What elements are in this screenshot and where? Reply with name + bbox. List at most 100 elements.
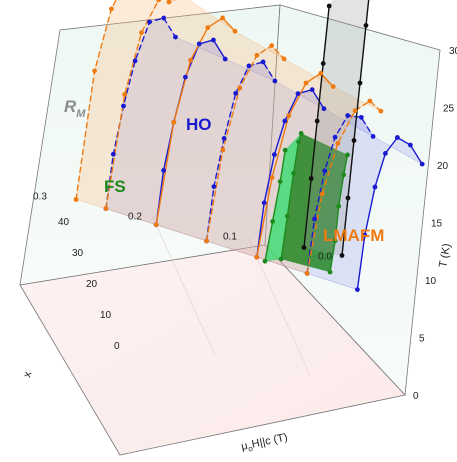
data-point-ho <box>197 42 202 47</box>
data-point-fs <box>283 148 288 153</box>
data-point-lmafm <box>255 53 260 58</box>
x-tick-label: 0.1 <box>223 232 237 243</box>
data-point-lmafm <box>220 16 225 21</box>
data-point-fs <box>285 214 290 219</box>
data-point-lmafm <box>233 29 238 34</box>
data-point-ho <box>322 168 327 173</box>
field-tick-label: 10 <box>100 310 112 321</box>
data-point-lmafm <box>104 206 109 211</box>
data-point-ho <box>359 115 364 120</box>
data-point-rm <box>352 138 357 143</box>
data-point-ho <box>233 91 238 96</box>
data-point-ho <box>161 16 166 21</box>
data-point-lmafm <box>368 99 373 104</box>
data-point-ho <box>183 75 188 80</box>
data-point-lmafm <box>154 222 159 227</box>
region-label-lmafm: LMAFM <box>323 226 384 245</box>
data-point-rm <box>346 196 351 201</box>
x-tick-label: 0.0 <box>318 252 332 263</box>
field-tick-label: 40 <box>58 217 70 228</box>
data-point-ho <box>111 152 116 157</box>
data-point-ho <box>121 104 126 109</box>
data-point-ho <box>371 134 376 139</box>
data-point-lmafm <box>204 239 209 244</box>
data-point-lmafm <box>304 81 309 86</box>
data-point-lmafm <box>254 255 259 260</box>
data-point-ho <box>173 35 178 40</box>
data-point-ho <box>273 79 278 84</box>
data-point-ho <box>147 20 152 25</box>
data-point-ho <box>383 151 388 156</box>
data-point-ho <box>420 162 425 167</box>
data-point-lmafm <box>92 68 97 73</box>
data-point-ho <box>322 106 327 111</box>
field-axis-title-rest: H||c (T) <box>251 431 289 450</box>
data-point-ho <box>282 119 287 124</box>
t-tick-label: 30 <box>449 46 457 57</box>
x-tick-label: 0.2 <box>128 212 142 223</box>
data-point-lmafm <box>305 271 310 276</box>
data-point-ho <box>272 152 277 157</box>
data-point-lmafm <box>336 141 341 146</box>
data-point-lmafm <box>74 197 79 202</box>
data-point-lmafm <box>331 84 336 89</box>
data-point-fs <box>345 153 350 158</box>
data-point-ho <box>212 184 217 189</box>
data-point-fs <box>299 131 304 136</box>
t-axis-title: T (K) <box>437 243 453 269</box>
data-point-rm <box>364 23 369 28</box>
data-point-lmafm <box>237 86 242 91</box>
data-point-fs <box>278 179 283 184</box>
x-axis-title: x <box>21 370 34 379</box>
data-point-fs <box>296 139 301 144</box>
data-point-rm <box>321 61 326 66</box>
data-point-fs <box>263 259 268 264</box>
data-point-ho <box>247 64 252 69</box>
region-label-fs: FS <box>104 177 126 196</box>
data-point-lmafm <box>122 92 127 97</box>
region-label-rm-sub: M <box>76 108 86 120</box>
data-point-fs <box>291 171 296 176</box>
data-point-lmafm <box>269 43 274 48</box>
data-point-lmafm <box>171 120 176 125</box>
data-point-lmafm <box>282 57 287 62</box>
data-point-ho <box>222 136 227 141</box>
t-tick-label: 25 <box>443 104 455 115</box>
field-axis-title: μoH||c (T) <box>240 431 289 454</box>
data-point-lmafm <box>221 148 226 153</box>
data-point-ho <box>395 135 400 140</box>
data-point-rm <box>358 81 363 86</box>
region-label-ho: HO <box>186 115 212 134</box>
data-point-ho <box>355 287 360 292</box>
data-point-lmafm <box>286 113 291 118</box>
data-point-rm <box>309 176 314 181</box>
data-point-fs <box>279 257 284 262</box>
data-point-rm <box>302 245 307 250</box>
data-point-ho <box>161 168 166 173</box>
data-point-ho <box>261 60 266 65</box>
data-point-ho <box>312 217 317 222</box>
data-point-rm <box>340 253 345 258</box>
data-point-ho <box>211 38 216 43</box>
data-point-ho <box>262 200 267 205</box>
data-point-ho <box>296 91 301 96</box>
field-tick-label: 0 <box>114 341 120 352</box>
t-tick-label: 0 <box>413 391 419 402</box>
data-point-ho <box>345 113 350 118</box>
data-point-fs <box>270 219 275 224</box>
t-tick-label: 15 <box>431 219 443 230</box>
t-tick-label: 20 <box>437 161 449 172</box>
field-tick-label: 20 <box>86 279 98 290</box>
data-point-ho <box>333 135 338 140</box>
data-point-ho <box>373 185 378 190</box>
data-point-ho <box>310 87 315 92</box>
data-point-lmafm <box>353 108 358 113</box>
data-point-lmafm <box>270 175 275 180</box>
t-tick-label: 10 <box>425 276 437 287</box>
data-point-fs <box>341 172 346 177</box>
data-point-lmafm <box>205 25 210 30</box>
data-point-fs <box>336 204 341 209</box>
data-point-lmafm <box>379 109 384 114</box>
